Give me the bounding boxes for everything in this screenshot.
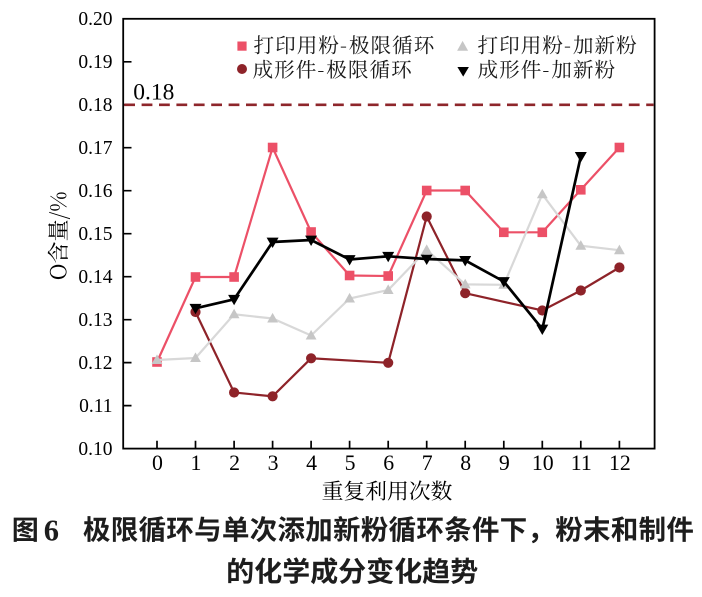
svg-text:6: 6 (44, 514, 59, 548)
svg-text:5: 5 (345, 451, 356, 475)
svg-text:0.16: 0.16 (78, 181, 112, 202)
svg-text:11: 11 (571, 451, 592, 475)
svg-text:0.15: 0.15 (78, 224, 112, 245)
svg-text:2: 2 (229, 451, 240, 475)
svg-text:0.14: 0.14 (78, 267, 112, 288)
svg-text:12: 12 (609, 451, 631, 475)
svg-text:0.11: 0.11 (79, 396, 112, 417)
svg-text:0.12: 0.12 (78, 353, 112, 374)
svg-text:0.18: 0.18 (78, 95, 112, 116)
svg-text:4: 4 (306, 451, 317, 475)
svg-text:0.20: 0.20 (78, 9, 112, 30)
svg-text:7: 7 (422, 451, 433, 475)
svg-text:0.17: 0.17 (78, 138, 112, 159)
svg-text:6: 6 (383, 451, 394, 475)
svg-text:1: 1 (191, 451, 202, 475)
svg-text:0.10: 0.10 (78, 439, 112, 460)
svg-text:0.19: 0.19 (78, 52, 112, 73)
svg-text:0.18: 0.18 (133, 79, 174, 105)
svg-text:8: 8 (460, 451, 471, 475)
svg-text:10: 10 (532, 451, 554, 475)
svg-text:3: 3 (268, 451, 279, 475)
svg-text:9: 9 (499, 451, 510, 475)
svg-text:0.13: 0.13 (78, 310, 112, 331)
svg-text:0: 0 (152, 451, 163, 475)
